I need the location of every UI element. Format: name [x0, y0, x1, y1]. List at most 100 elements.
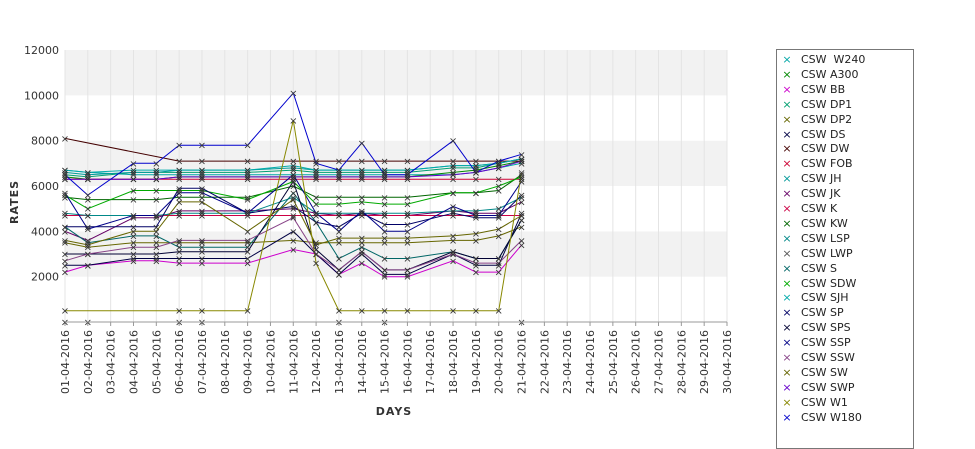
data-point-marker: × — [61, 256, 69, 267]
data-point-marker: × — [289, 188, 297, 199]
data-point-marker: × — [495, 254, 503, 265]
data-point-marker: × — [517, 150, 525, 161]
data-point-marker: × — [403, 265, 411, 276]
data-point-marker: × — [61, 168, 69, 179]
data-point-marker: × — [61, 170, 69, 181]
data-point-marker: × — [335, 270, 343, 281]
data-point-marker: × — [175, 172, 183, 183]
data-point-marker: × — [335, 172, 343, 183]
data-point-marker: × — [472, 161, 480, 172]
data-point-marker: × — [380, 238, 388, 249]
data-point-marker: × — [358, 172, 366, 183]
data-point-marker: × — [289, 177, 297, 188]
legend-marker-icon: × — [782, 336, 792, 350]
data-point-marker: × — [84, 204, 92, 215]
data-point-marker: × — [84, 175, 92, 186]
data-point-marker: × — [517, 177, 525, 188]
legend-label: CSW KW — [801, 216, 848, 230]
data-point-marker: × — [403, 193, 411, 204]
data-point-marker: × — [152, 231, 160, 242]
data-point-marker: × — [517, 154, 525, 165]
series-line — [65, 160, 522, 180]
y-tick-label: 4000 — [31, 225, 59, 238]
grid-band — [65, 231, 727, 277]
legend-marker-icon: × — [782, 380, 792, 394]
data-point-marker: × — [312, 218, 320, 229]
data-point-marker: × — [472, 168, 480, 179]
data-point-marker: × — [61, 318, 69, 329]
data-point-marker: × — [495, 261, 503, 272]
data-point-marker: × — [84, 211, 92, 222]
data-point-marker: × — [517, 211, 525, 222]
data-point-marker: × — [449, 247, 457, 258]
legend-marker-icon: × — [782, 351, 792, 364]
data-point-marker: × — [84, 211, 92, 222]
data-point-marker: × — [243, 209, 251, 220]
data-point-marker: × — [517, 211, 525, 222]
series-line — [65, 187, 522, 228]
data-point-marker: × — [243, 172, 251, 183]
legend-marker-icon: × — [782, 202, 792, 215]
legend-label: CSW W240 — [801, 53, 866, 66]
data-point-marker: × — [472, 188, 480, 199]
data-point-marker: × — [380, 168, 388, 179]
data-point-marker: × — [449, 157, 457, 168]
data-point-marker: × — [335, 234, 343, 245]
data-point-marker: × — [517, 168, 525, 179]
data-point-marker: × — [495, 254, 503, 265]
data-point-marker: × — [152, 195, 160, 206]
data-point-marker: × — [243, 195, 251, 206]
data-point-marker: × — [380, 318, 388, 329]
data-point-marker: × — [495, 163, 503, 174]
data-point-marker: × — [312, 170, 320, 181]
data-point-marker: × — [380, 254, 388, 265]
data-point-marker: × — [61, 175, 69, 186]
data-point-marker: × — [175, 166, 183, 177]
data-point-marker: × — [403, 227, 411, 238]
data-point-marker: × — [289, 172, 297, 183]
data-point-marker: × — [61, 250, 69, 261]
data-point-marker: × — [403, 234, 411, 245]
data-point-marker: × — [312, 157, 320, 168]
data-point-marker: × — [84, 172, 92, 183]
data-point-marker: × — [472, 163, 480, 174]
legend-item: × CSW LWP — [777, 246, 913, 261]
data-point-marker: × — [358, 259, 366, 270]
legend-item: × CSW SP — [777, 305, 913, 320]
data-point-marker: × — [84, 236, 92, 247]
legend-item: × CSW W180 — [777, 410, 913, 425]
data-point-marker: × — [129, 211, 137, 222]
data-point-marker: × — [472, 188, 480, 199]
data-point-marker: × — [403, 175, 411, 186]
data-point-marker: × — [175, 175, 183, 186]
data-point-marker: × — [358, 172, 366, 183]
series-line — [64, 198, 522, 246]
data-point-marker: × — [380, 272, 388, 283]
data-point-marker: × — [129, 254, 137, 265]
x-tick-label: 07-04-2016 — [196, 330, 209, 394]
data-point-marker: × — [175, 170, 183, 181]
legend-marker-icon: × — [782, 172, 792, 186]
legend-item: × CSW SSW — [777, 350, 913, 365]
data-point-marker: × — [517, 172, 525, 183]
data-point-marker: × — [358, 209, 366, 220]
data-point-marker: × — [403, 170, 411, 181]
series-line — [64, 173, 523, 232]
data-point-marker: × — [289, 211, 297, 222]
data-point-marker: × — [517, 216, 525, 227]
data-point-marker: × — [403, 238, 411, 249]
data-point-marker: × — [380, 265, 388, 276]
data-point-marker: × — [152, 243, 160, 254]
data-point-marker: × — [84, 175, 92, 186]
legend-label: CSW DW — [801, 142, 850, 156]
data-point-marker: × — [198, 168, 206, 179]
data-point-marker: × — [472, 268, 480, 279]
x-tick-label: 05-04-2016 — [150, 330, 163, 394]
x-tick-label: 09-04-2016 — [242, 330, 255, 394]
data-point-marker: × — [403, 157, 411, 168]
data-point-marker: × — [152, 213, 160, 224]
legend-label: CSW JK — [801, 187, 841, 201]
data-point-marker: × — [517, 154, 525, 165]
data-point-marker: × — [175, 166, 183, 177]
data-point-marker: × — [403, 220, 411, 231]
